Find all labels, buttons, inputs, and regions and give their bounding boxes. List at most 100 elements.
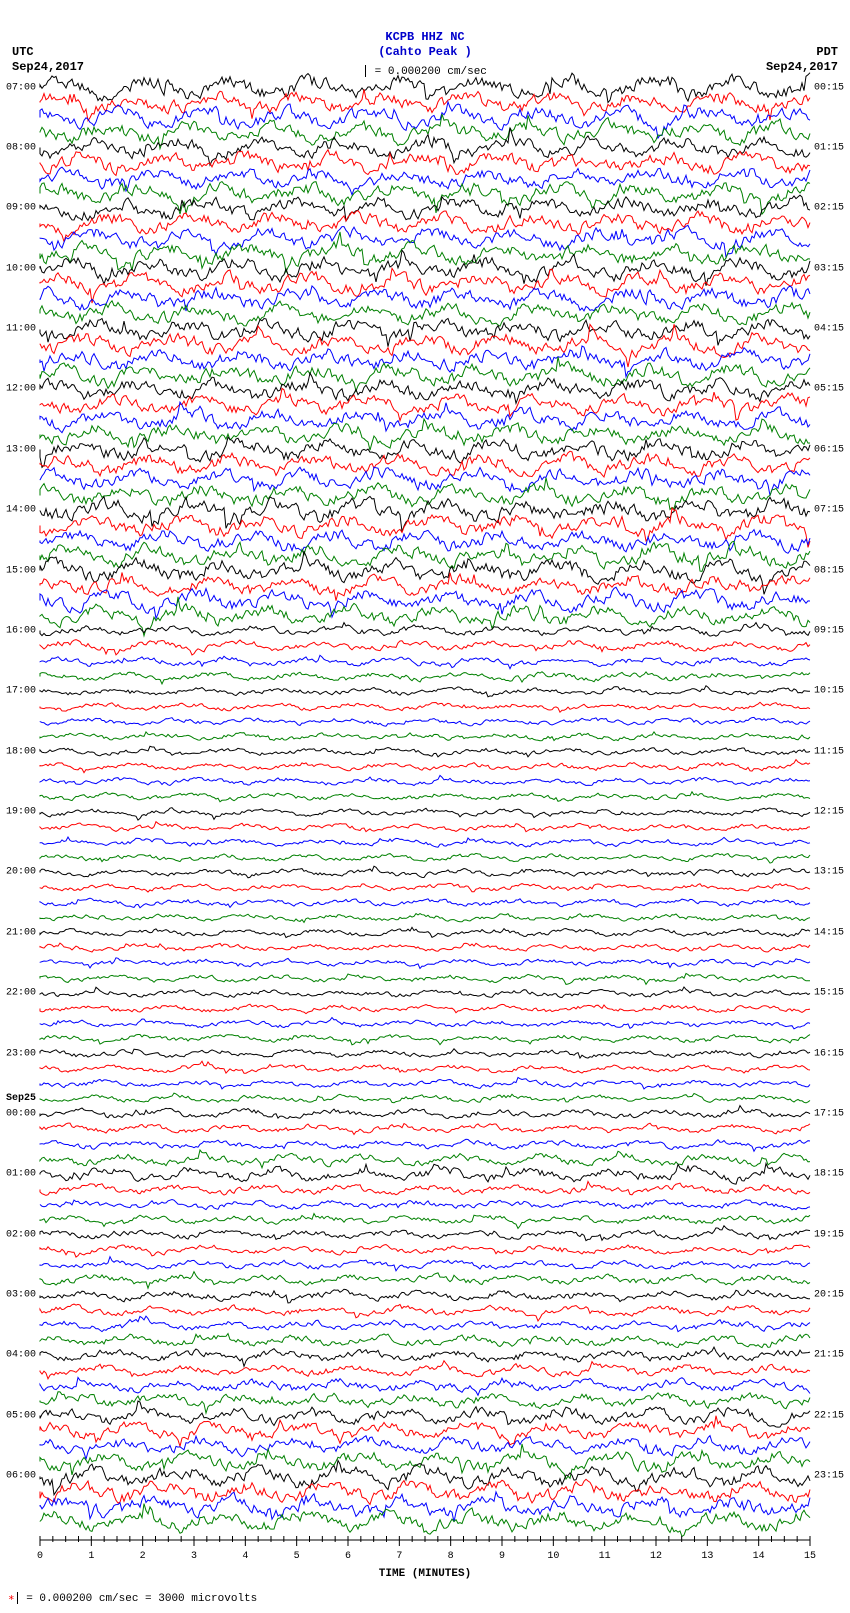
trace-row <box>40 1152 810 1167</box>
trace-row <box>40 246 810 261</box>
seismic-trace <box>40 865 810 880</box>
seismic-trace <box>40 1227 810 1242</box>
svg-text:4: 4 <box>242 1551 248 1562</box>
trace-row <box>40 835 810 850</box>
trace-row: 16:0009:15 <box>40 623 810 638</box>
trace-row <box>40 231 810 246</box>
pdt-time-label: 07:15 <box>814 505 844 516</box>
utc-time-label: 20:00 <box>6 867 36 878</box>
plot-wrap: 07:0000:1508:0001:1509:0002:1510:0003:15… <box>40 80 810 1576</box>
seismic-trace <box>40 382 810 397</box>
trace-row <box>40 1257 810 1272</box>
trace-row: 18:0011:15 <box>40 744 810 759</box>
seismic-trace <box>40 291 810 306</box>
pdt-time-label: 21:15 <box>814 1350 844 1361</box>
utc-time-label: 22:00 <box>6 988 36 999</box>
trace-row <box>40 1091 810 1106</box>
pdt-time-label: 05:15 <box>814 384 844 395</box>
seismic-trace <box>40 427 810 442</box>
trace-row <box>40 1438 810 1453</box>
trace-row: 05:0022:15 <box>40 1408 810 1423</box>
utc-time-label: 23:00 <box>6 1048 36 1059</box>
seismic-trace <box>40 1031 810 1046</box>
trace-row <box>40 638 810 653</box>
utc-time-label: 05:00 <box>6 1410 36 1421</box>
trace-row <box>40 1303 810 1318</box>
seismic-trace <box>40 1182 810 1197</box>
utc-time-label: 10:00 <box>6 263 36 274</box>
pdt-time-label: 12:15 <box>814 807 844 818</box>
seismic-trace <box>40 80 810 95</box>
trace-row <box>40 110 810 125</box>
seismic-trace <box>40 1348 810 1363</box>
utc-time-label: 17:00 <box>6 686 36 697</box>
trace-row: 04:0021:15 <box>40 1348 810 1363</box>
trace-row: 22:0015:15 <box>40 986 810 1001</box>
trace-row: 21:0014:15 <box>40 925 810 940</box>
seismic-trace <box>40 1152 810 1167</box>
seismic-trace <box>40 759 810 774</box>
seismic-trace <box>40 820 810 835</box>
trace-row <box>40 412 810 427</box>
svg-text:5: 5 <box>294 1551 300 1562</box>
seismic-trace <box>40 1423 810 1438</box>
timezone-left: UTC <box>12 45 34 59</box>
seismic-trace <box>40 1318 810 1333</box>
seismic-trace <box>40 1046 810 1061</box>
pdt-time-label: 03:15 <box>814 263 844 274</box>
utc-time-label: 01:00 <box>6 1169 36 1180</box>
svg-text:12: 12 <box>650 1551 662 1562</box>
helicorder-page: KCPB HHZ NC (Cahto Peak ) = 0.000200 cm/… <box>0 0 850 1613</box>
trace-row: 08:0001:15 <box>40 140 810 155</box>
trace-row: 20:0013:15 <box>40 865 810 880</box>
seismic-trace <box>40 442 810 457</box>
helicorder-plot: 07:0000:1508:0001:1509:0002:1510:0003:15… <box>40 80 810 1530</box>
trace-row <box>40 1121 810 1136</box>
seismic-trace <box>40 1061 810 1076</box>
seismic-trace <box>40 216 810 231</box>
trace-row <box>40 488 810 503</box>
svg-text:3: 3 <box>191 1551 197 1562</box>
trace-row: 17:0010:15 <box>40 684 810 699</box>
seismic-trace <box>40 1438 810 1453</box>
trace-row <box>40 1061 810 1076</box>
seismic-trace <box>40 276 810 291</box>
trace-row <box>40 774 810 789</box>
seismic-trace <box>40 548 810 563</box>
seismic-trace <box>40 895 810 910</box>
svg-text:14: 14 <box>753 1551 765 1562</box>
seismic-trace <box>40 125 810 140</box>
seismic-trace <box>40 503 810 518</box>
trace-row <box>40 729 810 744</box>
timezone-right: PDT <box>816 45 838 59</box>
trace-row <box>40 1363 810 1378</box>
trace-row: 09:0002:15 <box>40 201 810 216</box>
pdt-time-label: 15:15 <box>814 988 844 999</box>
seismic-trace <box>40 925 810 940</box>
header: KCPB HHZ NC (Cahto Peak ) = 0.000200 cm/… <box>0 10 850 80</box>
date-right: Sep24,2017 <box>766 60 838 74</box>
trace-row <box>40 1212 810 1227</box>
trace-row: 07:0000:15 <box>40 80 810 95</box>
seismic-trace <box>40 1091 810 1106</box>
trace-row: 01:0018:15 <box>40 1167 810 1182</box>
seismic-trace <box>40 1076 810 1091</box>
trace-row <box>40 533 810 548</box>
trace-row <box>40 971 810 986</box>
svg-text:11: 11 <box>599 1551 611 1562</box>
station-subtitle: (Cahto Peak ) <box>0 45 850 59</box>
svg-text:10: 10 <box>547 1551 559 1562</box>
utc-time-label: 16:00 <box>6 625 36 636</box>
seismic-trace <box>40 1137 810 1152</box>
seismic-trace <box>40 367 810 382</box>
trace-row <box>40 337 810 352</box>
pdt-time-label: 22:15 <box>814 1410 844 1421</box>
trace-row <box>40 1318 810 1333</box>
day-label: Sep25 <box>6 1093 36 1104</box>
trace-row: 15:0008:15 <box>40 563 810 578</box>
seismic-trace <box>40 850 810 865</box>
seismic-trace <box>40 669 810 684</box>
seismic-trace <box>40 518 810 533</box>
seismic-trace <box>40 1272 810 1287</box>
seismic-trace <box>40 910 810 925</box>
